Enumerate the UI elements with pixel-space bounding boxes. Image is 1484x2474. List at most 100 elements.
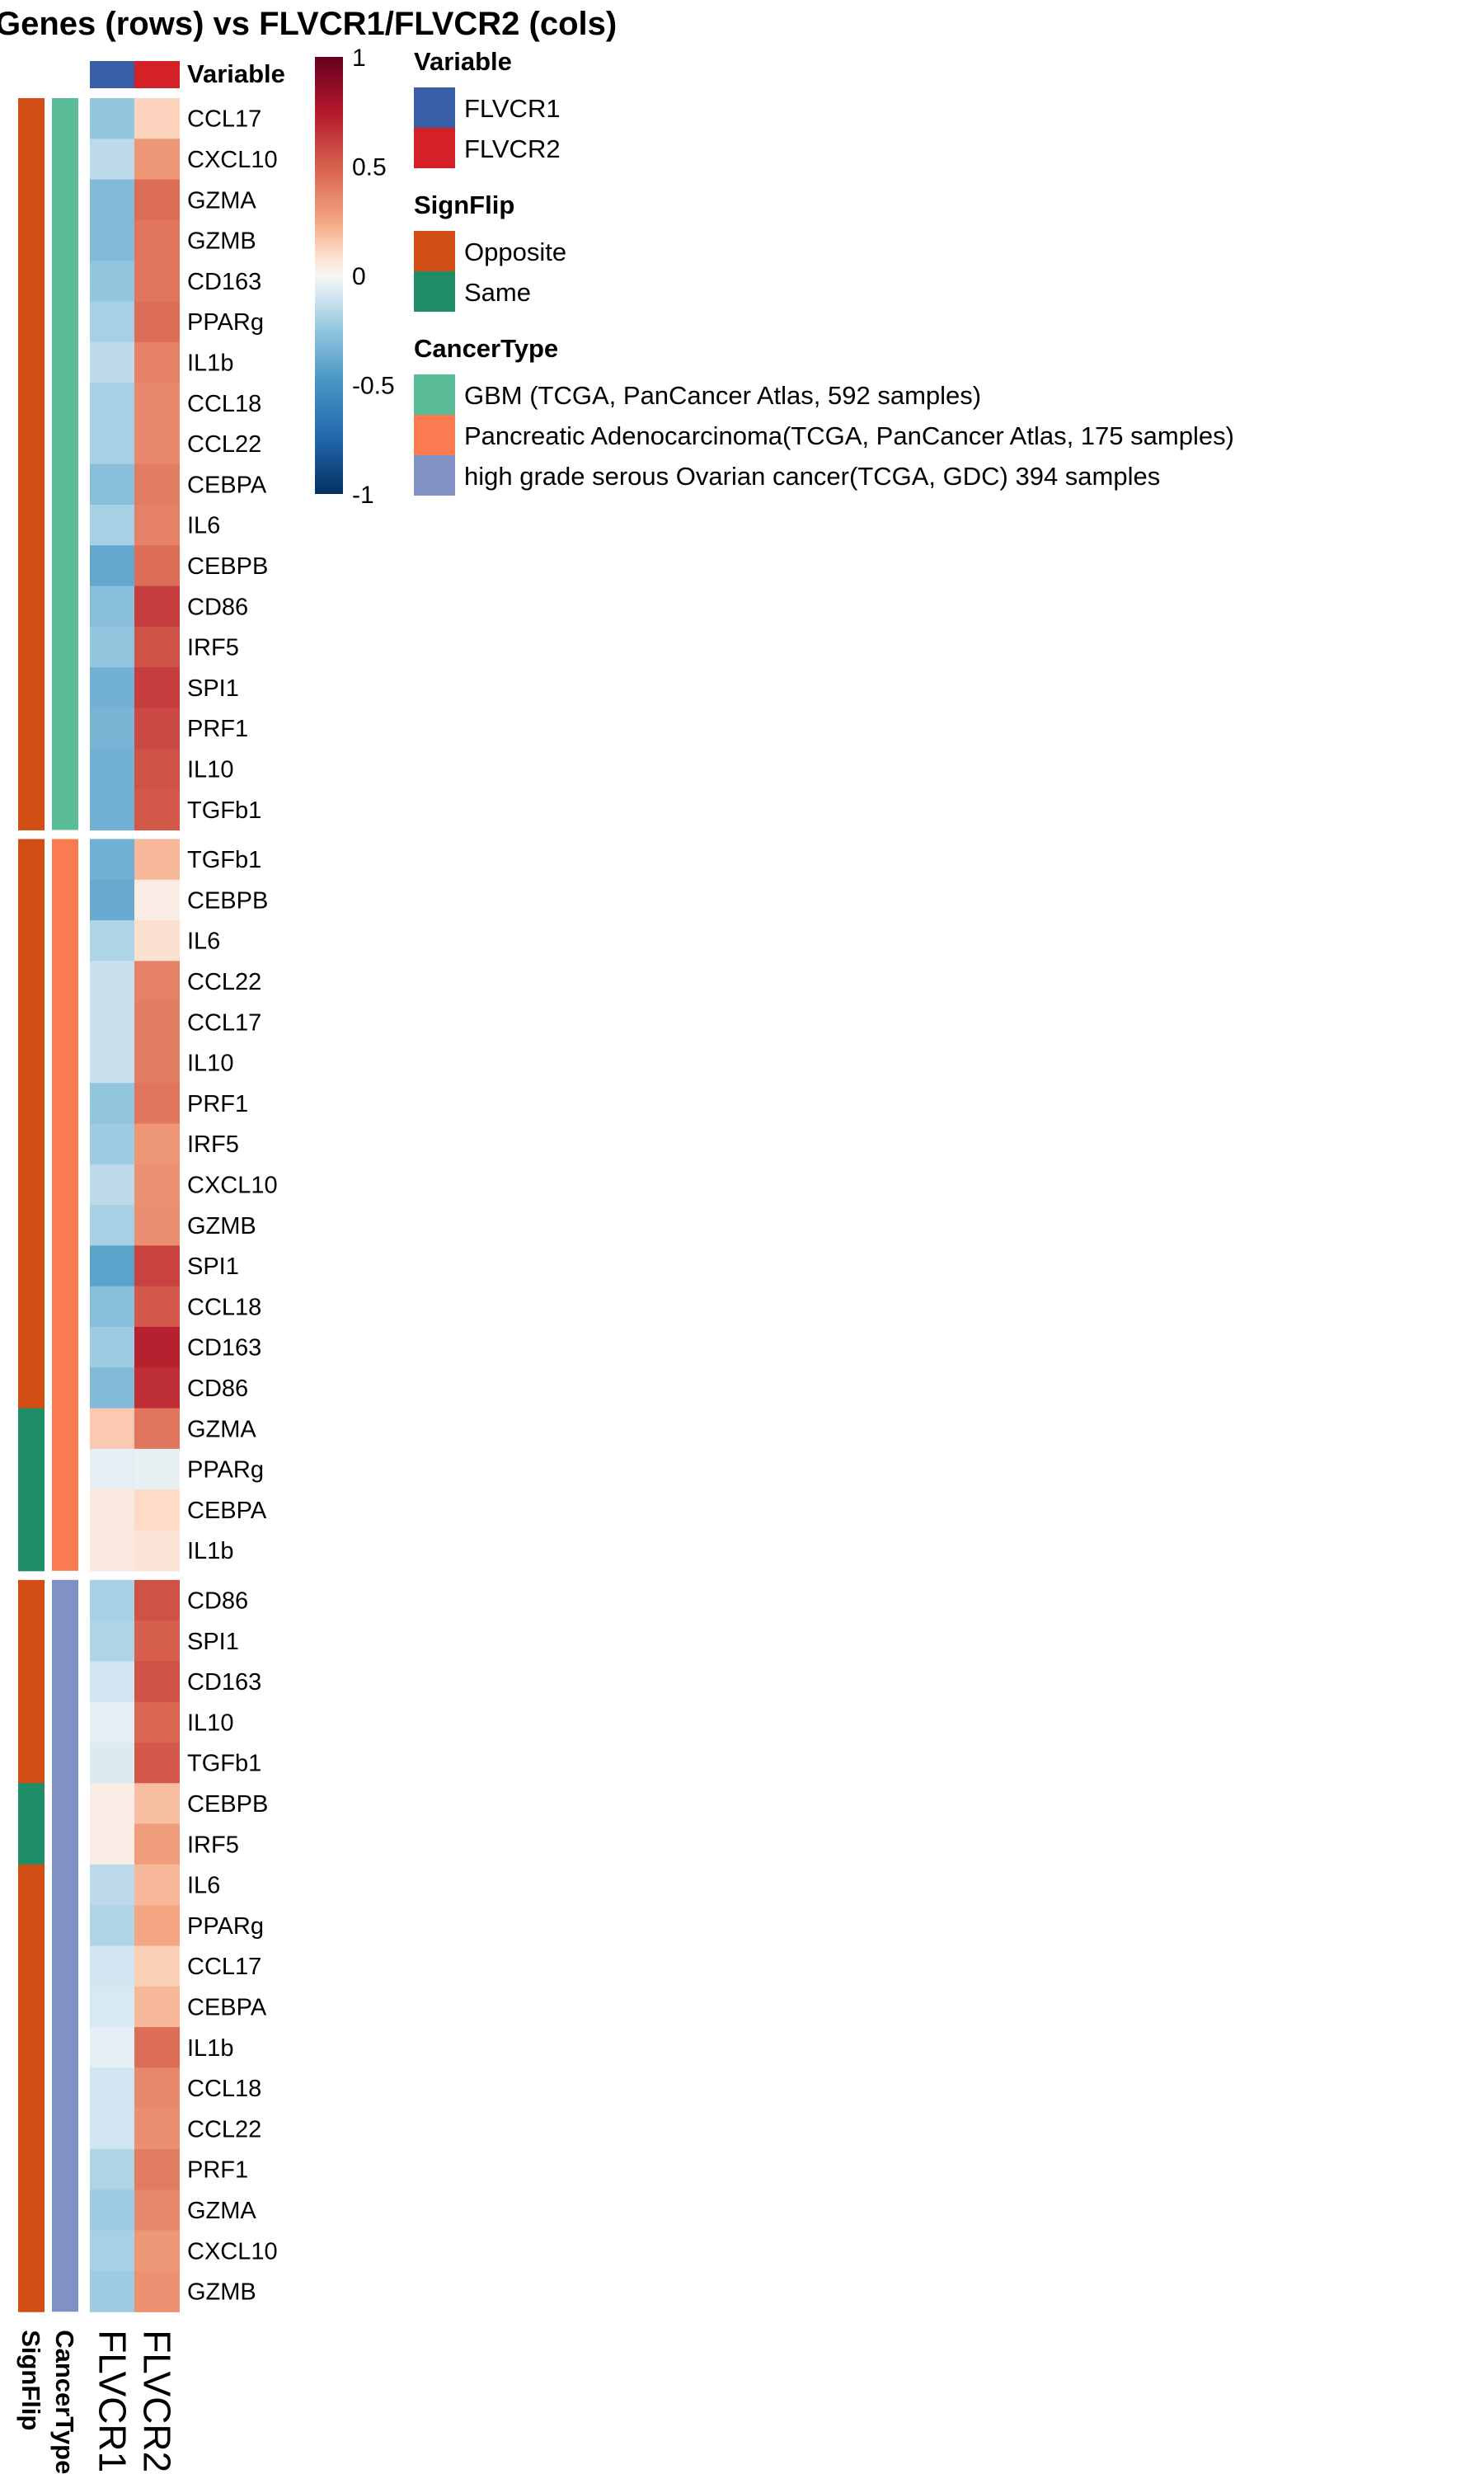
heatmap-cell <box>90 505 135 546</box>
heatmap-cell <box>90 2230 135 2272</box>
gene-label: PRF1 <box>187 716 248 742</box>
heatmap-cell <box>134 1783 180 1825</box>
heatmap-cell <box>90 1530 135 1572</box>
heatmap-cell <box>90 423 135 465</box>
heatmap-cell <box>134 1489 180 1531</box>
heatmap-cell <box>90 545 135 587</box>
heatmap-cell <box>134 879 180 921</box>
heatmap-cell <box>134 708 180 750</box>
heatmap-cell <box>134 341 180 383</box>
color-scale-tick-label: -1 <box>352 482 374 509</box>
cancertype-annotation-pancreatic <box>52 839 78 1571</box>
legend-entry-label: FLVCR2 <box>464 134 561 163</box>
chart-title: Genes (rows) vs FLVCR1/FLVCR2 (cols) <box>0 6 617 42</box>
heatmap-cell <box>90 1448 135 1490</box>
heatmap-cell <box>134 1743 180 1784</box>
heatmap-cell <box>134 1367 180 1409</box>
legend-swatch <box>414 231 455 271</box>
heatmap-cell <box>134 2027 180 2068</box>
gene-label: TGFb1 <box>187 797 261 824</box>
heatmap-cell <box>134 1205 180 1246</box>
heatmap-cell <box>134 463 180 506</box>
heatmap-cell <box>90 586 135 628</box>
gene-label: GZMB <box>187 1213 256 1239</box>
heatmap-cell <box>134 1245 180 1287</box>
heatmap-cell <box>90 961 135 1003</box>
heatmap-cell <box>134 139 180 181</box>
gene-label: SPI1 <box>187 1629 239 1655</box>
signflip-annotation-opposite <box>18 1579 45 1784</box>
heatmap-cell <box>134 1123 180 1165</box>
heatmap-cell <box>90 879 135 921</box>
heatmap-cell <box>90 98 135 139</box>
legend-entry-label: Pancreatic Adenocarcinoma(TCGA, PanCance… <box>464 421 1234 450</box>
legend-swatch <box>414 87 455 128</box>
color-scale-tick-label: -0.5 <box>352 373 395 400</box>
heatmap-cell <box>90 1823 135 1865</box>
heatmap-cell <box>90 139 135 181</box>
gene-label: PRF1 <box>187 1091 248 1117</box>
legend-entry-label: Same <box>464 278 531 307</box>
gene-label: SPI1 <box>187 675 239 702</box>
gene-label: CEBPA <box>187 1994 267 2020</box>
cancertype-annotation-ovarian <box>52 1579 78 2312</box>
signflip-axis-label: SignFlip <box>16 2330 45 2430</box>
gene-label: CEBPA <box>187 472 267 498</box>
legend-swatch <box>414 374 455 415</box>
heatmap-cell <box>90 219 135 261</box>
gene-label: CD86 <box>187 1376 248 1402</box>
gene-label: CEBPB <box>187 1791 268 1818</box>
heatmap-cell <box>134 261 180 303</box>
cancertype-axis-label: CancerType <box>50 2330 79 2474</box>
heatmap-cell <box>90 1489 135 1531</box>
color-scale-tick-label: 0.5 <box>352 154 387 181</box>
gene-label: IRF5 <box>187 1832 239 1858</box>
heatmap-cell <box>134 920 180 962</box>
gene-label: CD86 <box>187 1587 248 1614</box>
variable-annotation-flvcr1 <box>90 61 135 88</box>
heatmap-cell <box>134 1823 180 1865</box>
heatmap-cell <box>90 839 135 881</box>
gene-label: CD86 <box>187 594 248 620</box>
heatmap-cell <box>134 2108 180 2150</box>
heatmap-cell <box>90 2149 135 2190</box>
gene-label: CEBPB <box>187 887 268 914</box>
row-annotations: SignFlip CancerType FLVCR1 FLVCR2 <box>16 98 179 2474</box>
legend-entry-label: Opposite <box>464 238 566 266</box>
heatmap-cell <box>134 1986 180 2028</box>
heatmap-cell <box>90 1286 135 1328</box>
gene-label: CXCL10 <box>187 1172 278 1198</box>
heatmap-cell <box>134 301 180 343</box>
heatmap-cell <box>134 1864 180 1906</box>
heatmap-cell <box>134 586 180 628</box>
gene-label: CCL17 <box>187 106 261 133</box>
heatmap-cell <box>134 667 180 709</box>
gene-label: CCL18 <box>187 391 261 417</box>
heatmap-cell <box>90 2067 135 2109</box>
heatmap-cell <box>134 789 180 830</box>
gene-label: GZMA <box>187 2198 256 2224</box>
gene-label: CEBPB <box>187 553 268 580</box>
heatmap-cell <box>134 961 180 1003</box>
heatmap-cell <box>134 423 180 465</box>
heatmap-cell <box>90 1245 135 1287</box>
gene-label: CD163 <box>187 1335 261 1362</box>
heatmap-cell <box>134 545 180 587</box>
gene-label: CXCL10 <box>187 147 278 173</box>
legend-entry-label: high grade serous Ovarian cancer(TCGA, G… <box>464 462 1160 491</box>
gene-label: IRF5 <box>187 1131 239 1158</box>
heatmap-cell <box>90 1205 135 1246</box>
heatmap-cell <box>90 1042 135 1084</box>
gene-label: GZMA <box>187 1416 256 1442</box>
heatmap-cell <box>90 1367 135 1409</box>
heatmap-cell <box>90 1905 135 1947</box>
heatmap-cell <box>90 1001 135 1043</box>
heatmap-cell <box>90 1408 135 1450</box>
heatmap-cell <box>90 1579 135 1621</box>
gene-label: GZMB <box>187 228 256 255</box>
gene-label: GZMA <box>187 187 256 214</box>
heatmap-cell <box>134 383 180 424</box>
signflip-annotation-opposite <box>18 839 45 1409</box>
heatmap-cell <box>90 1986 135 2028</box>
